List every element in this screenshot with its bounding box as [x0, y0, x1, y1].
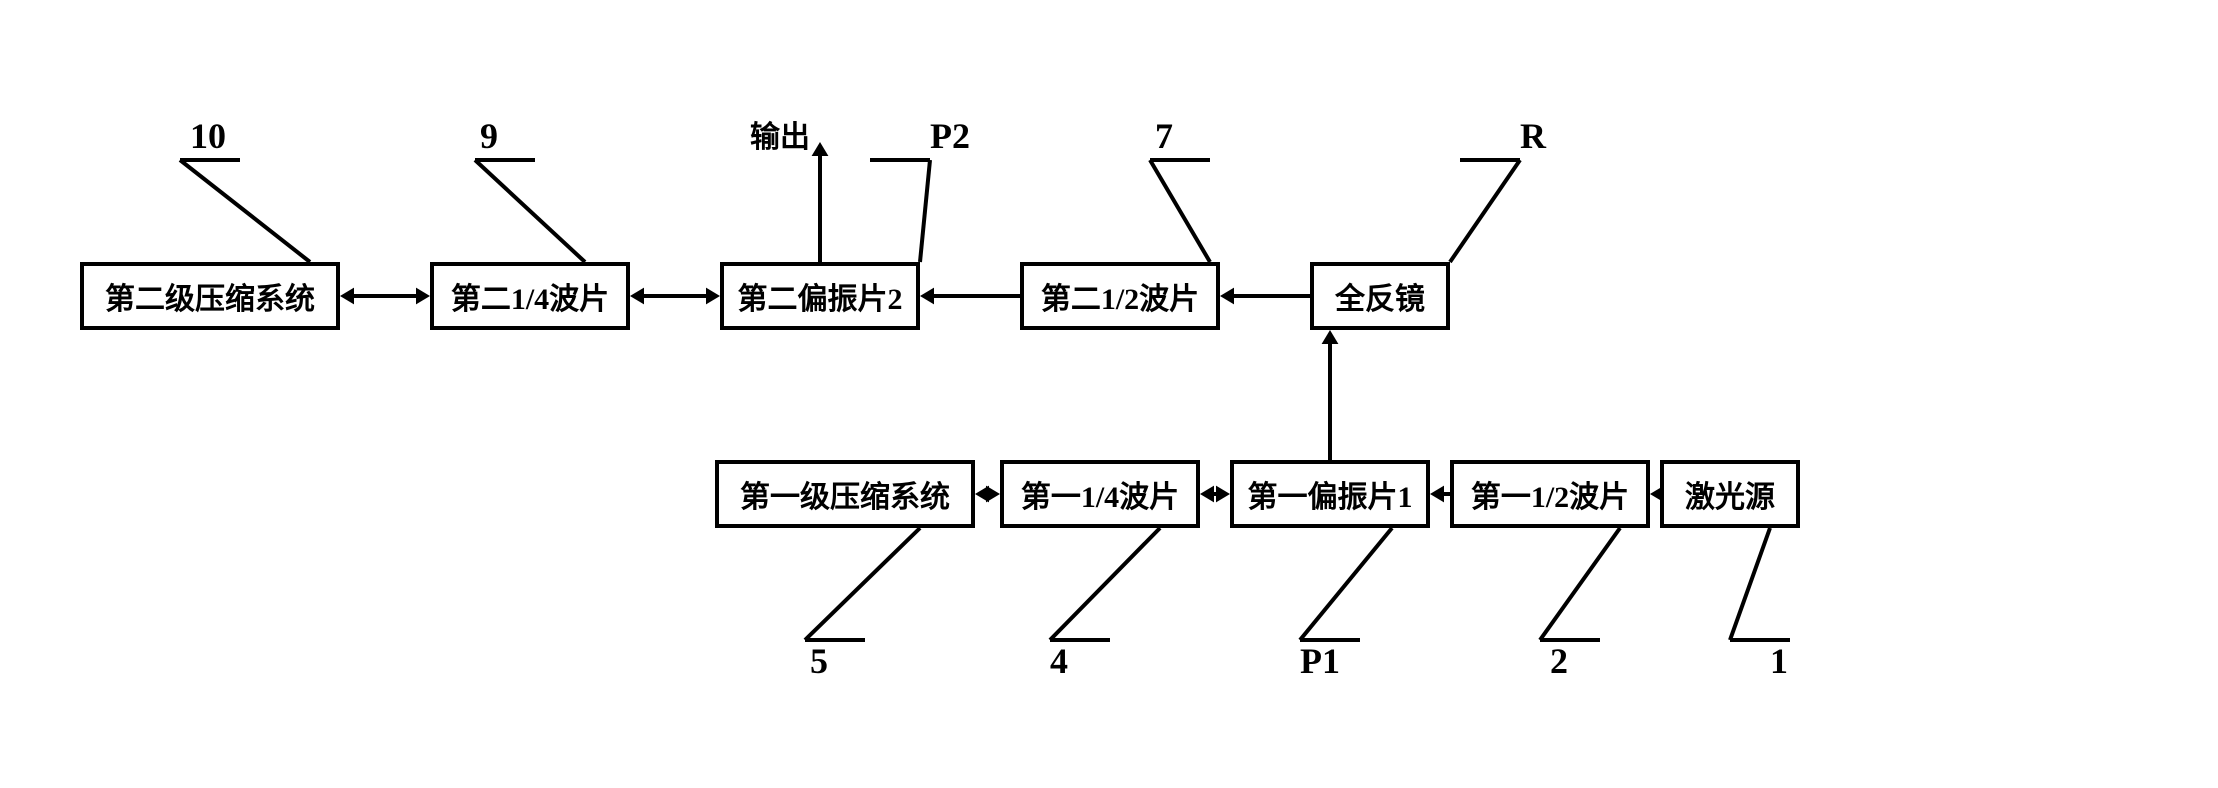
- connector-layer: [0, 0, 2218, 788]
